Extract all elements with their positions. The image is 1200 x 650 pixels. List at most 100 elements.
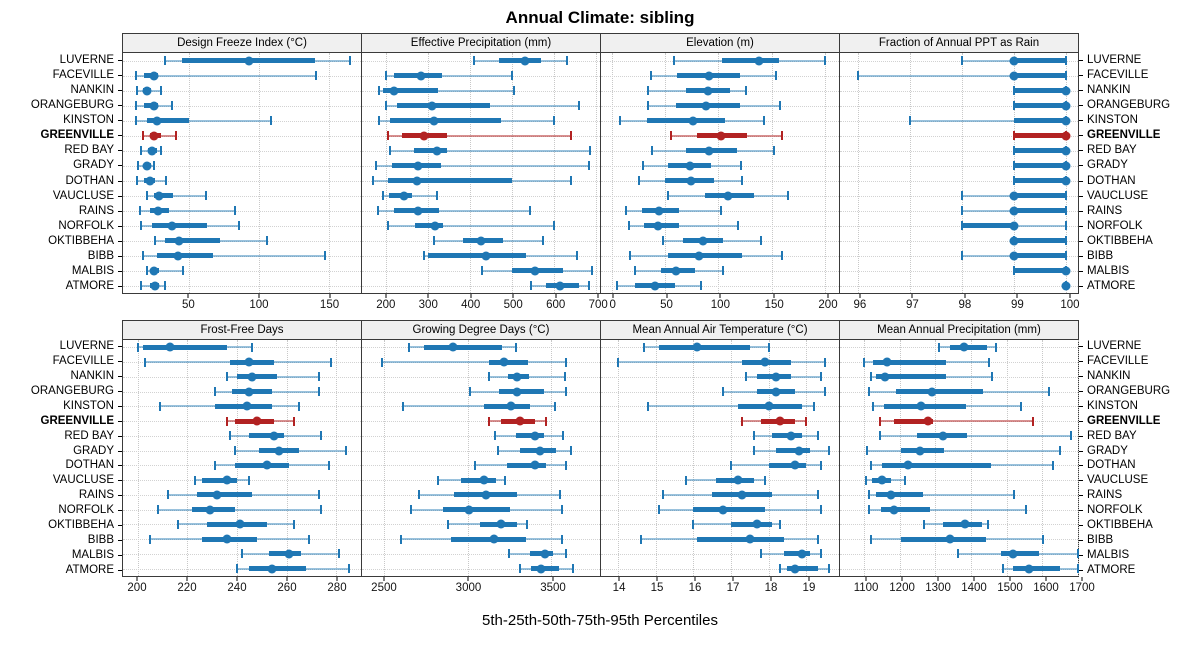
whisker-cap [739,161,742,170]
axis-tick-label: 1500 [997,582,1023,594]
panel: Elevation (m) [600,33,840,294]
percentile-row [601,53,839,68]
percentile-row [362,83,600,98]
median-dot [1061,146,1071,155]
iqr-bar [146,118,189,123]
whisker-cap [270,116,273,125]
axis-tick-label: 96 [853,299,867,311]
whisker-cap [140,281,143,290]
percentile-row [123,429,361,444]
whisker-cap [1002,564,1005,574]
median-dot [1061,176,1071,185]
horizontal-gridline [601,362,839,364]
horizontal-gridline [601,270,839,272]
whisker-cap [386,221,389,230]
horizontal-gridline [123,255,361,257]
median-dot [1061,131,1071,140]
horizontal-gridline [601,524,839,526]
median-dot [167,221,177,230]
median-dot [771,387,781,397]
whisker-cap [330,357,333,367]
panel: Mean Annual Precipitation (mm) [839,320,1079,577]
percentile-row [601,68,839,83]
whisker-line [389,149,590,152]
horizontal-gridline [362,150,600,152]
whisker-cap [661,236,664,245]
percentile-row [840,547,1079,562]
vertical-gridline [187,340,189,576]
median-dot [244,357,254,367]
strip-spacer [1079,320,1197,339]
median-dot [154,191,164,200]
percentile-row [840,143,1078,158]
whisker-cap [867,505,870,515]
whisker-cap [545,416,548,426]
whisker-cap [870,460,873,470]
whisker-cap [381,357,384,367]
iqr-bar [424,344,502,350]
axis-tick-label: 18 [764,582,778,594]
whisker-cap [307,534,310,544]
whisker-line [135,74,317,77]
category-label: BIBB [0,532,122,547]
median-dot [150,281,160,290]
whisker-cap [159,401,162,411]
panel-plot [123,53,361,293]
iqr-bar [1013,208,1067,213]
median-dot [882,357,892,367]
median-dot [1009,191,1019,200]
horizontal-gridline [123,180,361,182]
panel-strip: Frost-Free Days [123,321,361,340]
whisker-cap [558,490,561,500]
whisker-cap [399,534,402,544]
category-label: GRADY [1079,443,1197,458]
whisker-cap [1019,401,1022,411]
whisker-cap [1052,460,1055,470]
whisker-cap [619,116,622,125]
panel-strip: Mean Annual Air Temperature (°C) [601,321,839,340]
whisker-cap [590,266,593,275]
whisker-cap [1059,446,1062,456]
category-label: RAINS [0,203,122,218]
whisker-cap [908,116,911,125]
iqr-bar [961,223,1014,228]
median-dot [718,505,728,515]
horizontal-gridline [362,362,600,364]
median-dot [535,446,545,456]
whisker-cap [241,549,243,559]
horizontal-gridline [362,421,600,423]
percentile-row [840,488,1078,503]
median-dot [262,460,272,470]
median-dot [1061,101,1071,110]
iqr-bar [894,418,934,424]
horizontal-gridline [362,75,600,77]
panel-group: Frost-Free Days Growing Degree Days (°C) M… [122,320,1079,577]
whisker-cap [736,221,739,230]
median-dot [654,206,664,215]
axis-tick-label: 280 [327,582,347,594]
whisker-line [879,434,1071,437]
whisker-line [157,508,322,511]
whisker-cap [388,146,391,155]
vertical-gridline [909,53,911,293]
whisker-cap [763,475,766,485]
category-label: VAUCLUSE [1079,188,1197,203]
category-label: LUVERNE [0,52,122,67]
whisker-cap [957,549,960,559]
percentile-row [840,68,1078,83]
axis-tick-label: 1300 [925,582,951,594]
median-dot [754,56,764,65]
strip-spacer [1079,33,1197,52]
percentile-row [601,399,839,414]
axis-tick [236,577,238,581]
axis-tick-label: 150 [319,299,340,311]
horizontal-gridline [601,421,839,423]
median-dot [212,490,222,500]
category-label: LUVERNE [1079,52,1197,67]
whisker-cap [820,460,823,470]
percentile-row [123,355,361,370]
percentile-row [362,128,600,143]
percentile-row [362,143,600,158]
whisker-cap [166,490,169,500]
axis-tick-label: 16 [688,582,702,594]
